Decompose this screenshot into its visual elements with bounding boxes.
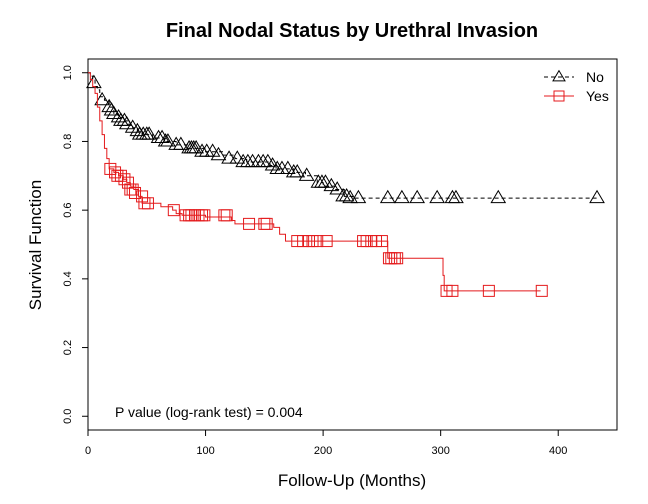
censor-marker-triangle: [210, 146, 227, 161]
legend-item-yes: Yes: [544, 88, 609, 104]
censor-marker-triangle: [185, 139, 202, 154]
censor-marker-square: [114, 169, 127, 182]
series-no: [86, 72, 605, 204]
censor-marker-triangle: [589, 189, 605, 204]
plot-frame: [87, 58, 618, 431]
censor-marker-square: [220, 209, 233, 222]
censor-marker-square: [391, 252, 404, 265]
censor-marker-triangle: [490, 189, 507, 204]
censor-marker-square: [446, 284, 459, 297]
legend-label: Yes: [586, 88, 609, 104]
censor-marker-triangle: [86, 74, 102, 89]
censor-marker-triangle: [279, 160, 296, 174]
censor-marker-triangle: [448, 189, 464, 204]
y-tick-label: 0.0: [62, 409, 74, 424]
censor-marker-triangle: [409, 189, 426, 204]
censor-marker-triangle: [552, 69, 566, 82]
censor-marker-triangle: [204, 143, 221, 157]
censor-marker-triangle: [94, 91, 110, 106]
censor-marker-triangle: [221, 150, 237, 164]
legend-item-no: No: [544, 69, 604, 85]
censor-marker-square: [375, 235, 388, 248]
censor-marker-triangle: [323, 177, 340, 192]
censor-marker-triangle: [329, 181, 346, 195]
censor-marker-square: [218, 209, 231, 222]
censor-marker-triangle: [393, 189, 410, 204]
censor-marker-triangle: [160, 133, 176, 147]
y-tick-label: 0.8: [62, 134, 74, 149]
censor-marker-triangle: [429, 189, 446, 204]
x-tick-label: 100: [196, 445, 214, 457]
y-tick-label: 1.0: [62, 65, 74, 80]
x-tick-label: 400: [549, 445, 567, 457]
p-value-annotation: P value (log-rank test) = 0.004: [115, 404, 303, 420]
series-yes: [88, 72, 548, 297]
censor-marker-square: [198, 209, 211, 222]
x-axis-label: Follow-Up (Months): [278, 471, 426, 490]
censor-marker-square: [121, 176, 134, 189]
y-axis: 0.0 0.2 0.4 0.6 0.8 1.0: [62, 65, 88, 424]
censor-marker-triangle: [141, 126, 158, 140]
censor-marker-square: [243, 217, 256, 230]
censor-marker-triangle: [379, 189, 396, 204]
censor-marker-square: [104, 162, 117, 175]
censor-marker-triangle: [350, 189, 367, 204]
x-axis: 0 100 200 300 400: [85, 430, 567, 457]
censor-marker-triangle: [229, 150, 246, 164]
censor-marker-square: [126, 183, 139, 196]
y-axis-label: Survival Function: [26, 180, 45, 310]
censor-marker-square: [535, 284, 548, 297]
censor-marker-triangle: [172, 136, 189, 150]
y-tick-label: 0.2: [62, 340, 74, 355]
censor-marker-square: [260, 217, 273, 230]
y-tick-label: 0.4: [62, 271, 74, 286]
censor-marker-triangle: [342, 189, 359, 204]
x-tick-label: 200: [314, 445, 332, 457]
x-tick-label: 300: [431, 445, 449, 457]
censor-marker-square: [311, 235, 324, 248]
survival-curve-yes: [88, 72, 541, 292]
censor-marker-triangle: [289, 163, 306, 178]
censor-marker-triangle: [338, 188, 355, 202]
y-tick-label: 0.6: [62, 202, 74, 217]
censor-marker-triangle: [317, 174, 334, 188]
censor-marker-square: [320, 235, 333, 248]
legend: No Yes: [544, 69, 609, 104]
censor-marker-square: [129, 186, 142, 199]
censor-marker-triangle: [188, 139, 205, 154]
censor-marker-triangle: [118, 115, 135, 130]
censor-marker-triangle: [259, 153, 276, 168]
legend-label: No: [586, 69, 604, 85]
censor-marker-triangle: [298, 167, 315, 181]
chart-title: Final Nodal Status by Urethral Invasion: [166, 20, 538, 42]
censor-marker-square: [482, 284, 495, 297]
x-tick-label: 0: [85, 445, 91, 457]
censor-marker-triangle: [154, 129, 170, 144]
censor-marker-square: [553, 90, 565, 102]
censor-marker-square: [141, 197, 154, 210]
censor-marker-square: [167, 204, 180, 217]
series-layer: [86, 72, 605, 297]
